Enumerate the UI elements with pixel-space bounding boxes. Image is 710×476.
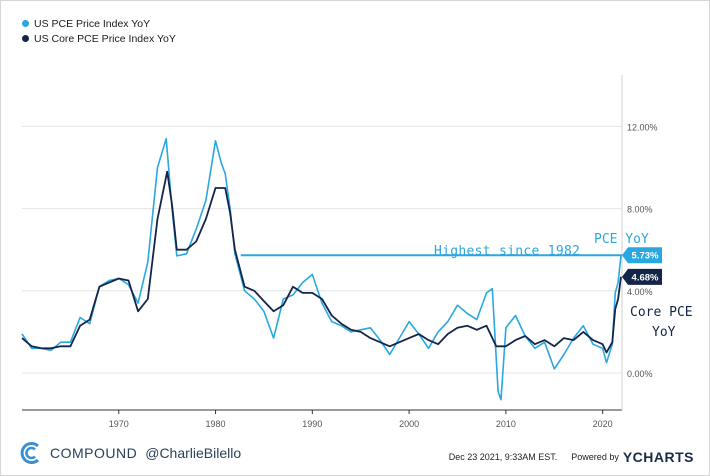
pce-value-badge-shape — [622, 247, 662, 264]
twitter-handle[interactable]: @CharlieBilello — [145, 445, 242, 461]
legend-label: US Core PCE Price Index YoY — [34, 32, 176, 45]
annotation-core-line1: Core PCE — [630, 305, 693, 320]
core-pce-value-badge-label: 4.68% — [632, 272, 659, 283]
brand-name: COMPOUND — [50, 445, 138, 461]
x-tick-label: 2010 — [496, 419, 516, 429]
y-tick-label: 4.00% — [627, 287, 653, 297]
series-line-pce — [21, 137, 622, 401]
annotation-highest: Highest since 1982 — [434, 244, 581, 259]
compound-logo-icon — [20, 442, 40, 464]
x-tick-label: 1980 — [206, 419, 226, 429]
annotation-pce: PCE YoY — [594, 232, 649, 247]
pce-value-badge-label: 5.73% — [632, 251, 659, 262]
core-pce-value-badge-shape — [622, 268, 662, 285]
footer-brand: COMPOUND @CharlieBilello — [18, 440, 241, 466]
timestamp: Dec 23 2021, 9:33AM EST. — [448, 452, 558, 462]
y-tick-label: 8.00% — [627, 205, 653, 215]
legend-item-core-pce[interactable]: US Core PCE Price Index YoY — [22, 31, 176, 46]
legend-item-pce[interactable]: US PCE Price Index YoY — [22, 16, 176, 31]
legend-label: US PCE Price Index YoY — [34, 17, 151, 30]
x-tick-label: 1970 — [109, 419, 129, 429]
pce-value-badge: 5.73% — [622, 247, 662, 264]
legend-dot-icon — [22, 35, 29, 42]
x-tick-label: 1990 — [302, 419, 322, 429]
y-tick-label: 0.00% — [627, 369, 653, 379]
footer-source: Dec 23 2021, 9:33AM EST. Powered by YCHA… — [449, 449, 694, 465]
chart-legend: US PCE Price Index YoY US Core PCE Price… — [22, 16, 176, 46]
series-line-core-pce — [21, 170, 622, 354]
x-tick-label: 2000 — [399, 419, 419, 429]
legend-dot-icon — [22, 20, 29, 27]
core-pce-value-badge: 4.68% — [622, 268, 662, 285]
powered-by-label: Powered by — [571, 452, 619, 462]
y-tick-label: 12.00% — [627, 122, 658, 132]
annotation-core-line2: YoY — [652, 325, 676, 340]
ycharts-logo[interactable]: YCHARTS — [622, 449, 694, 465]
x-tick-label: 2020 — [593, 419, 613, 429]
